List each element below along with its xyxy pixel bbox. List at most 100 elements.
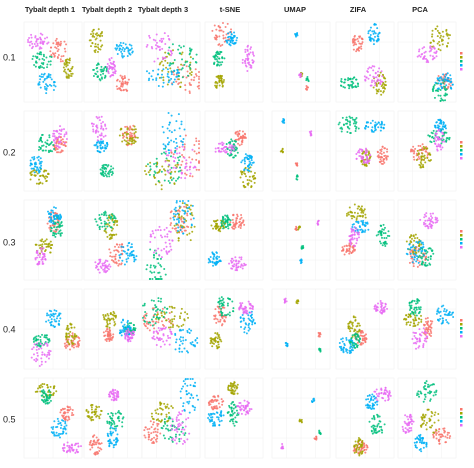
point [51,150,54,153]
point [109,217,112,220]
point [176,69,179,72]
point [125,143,128,146]
point [355,157,358,160]
point [161,56,164,59]
point [113,65,116,68]
point [241,58,244,61]
point [351,116,354,119]
point [340,338,343,341]
point [247,61,250,64]
point [421,47,424,50]
point [412,149,415,152]
point [442,73,445,76]
point [53,148,56,151]
point [431,29,434,32]
point [122,55,125,58]
point [366,70,369,73]
point [418,54,421,57]
point [54,206,57,209]
point [368,157,371,160]
point [168,230,171,233]
point [179,200,182,203]
point [369,153,372,156]
point [169,328,172,331]
point [169,230,172,233]
point [94,43,97,46]
point [417,256,420,259]
point [155,165,158,168]
point [226,221,229,224]
point [143,302,146,305]
point [353,237,356,240]
point [183,147,186,150]
point [353,118,356,121]
point [217,61,220,64]
point [421,143,424,146]
point [384,232,387,235]
point [49,350,52,353]
point [245,332,248,335]
point [352,122,355,125]
point [41,182,44,185]
point [52,312,55,315]
point [175,200,178,202]
point [221,56,224,59]
point [63,135,66,138]
point [226,153,229,156]
point [179,169,182,172]
point [49,73,52,76]
point [357,40,360,43]
point [174,157,177,160]
point [168,181,171,184]
point [247,158,250,161]
point [342,249,345,252]
point [421,147,424,150]
point [38,140,41,143]
point [147,323,150,326]
point [100,147,103,150]
point [369,26,372,29]
point [360,205,363,208]
point [165,66,168,69]
point [108,329,111,332]
scatter-panel [83,110,143,192]
point [159,275,162,278]
point [39,86,42,89]
point [168,239,171,242]
point [367,228,370,231]
scatter-panel [83,199,143,281]
point [109,66,112,69]
point [211,345,214,348]
point [28,37,31,40]
point [177,237,180,240]
point [377,302,380,305]
point [248,175,251,178]
point [65,72,68,75]
point [442,133,445,136]
point [418,157,421,160]
point [415,159,418,162]
point [151,47,154,50]
point [190,48,193,51]
legend-swatch [460,238,463,241]
point [36,44,39,47]
point [42,175,45,178]
point [69,322,72,325]
point [163,56,166,59]
point [145,314,148,317]
point [415,240,418,243]
point [445,139,448,142]
point [300,247,303,250]
point [152,335,155,338]
point [59,135,62,138]
point [111,172,114,175]
point [193,150,196,153]
point [218,305,221,308]
point [144,324,147,327]
point [101,121,104,124]
point [98,271,101,274]
point [450,87,453,90]
point [98,34,101,37]
point [74,343,77,346]
point [105,318,108,321]
